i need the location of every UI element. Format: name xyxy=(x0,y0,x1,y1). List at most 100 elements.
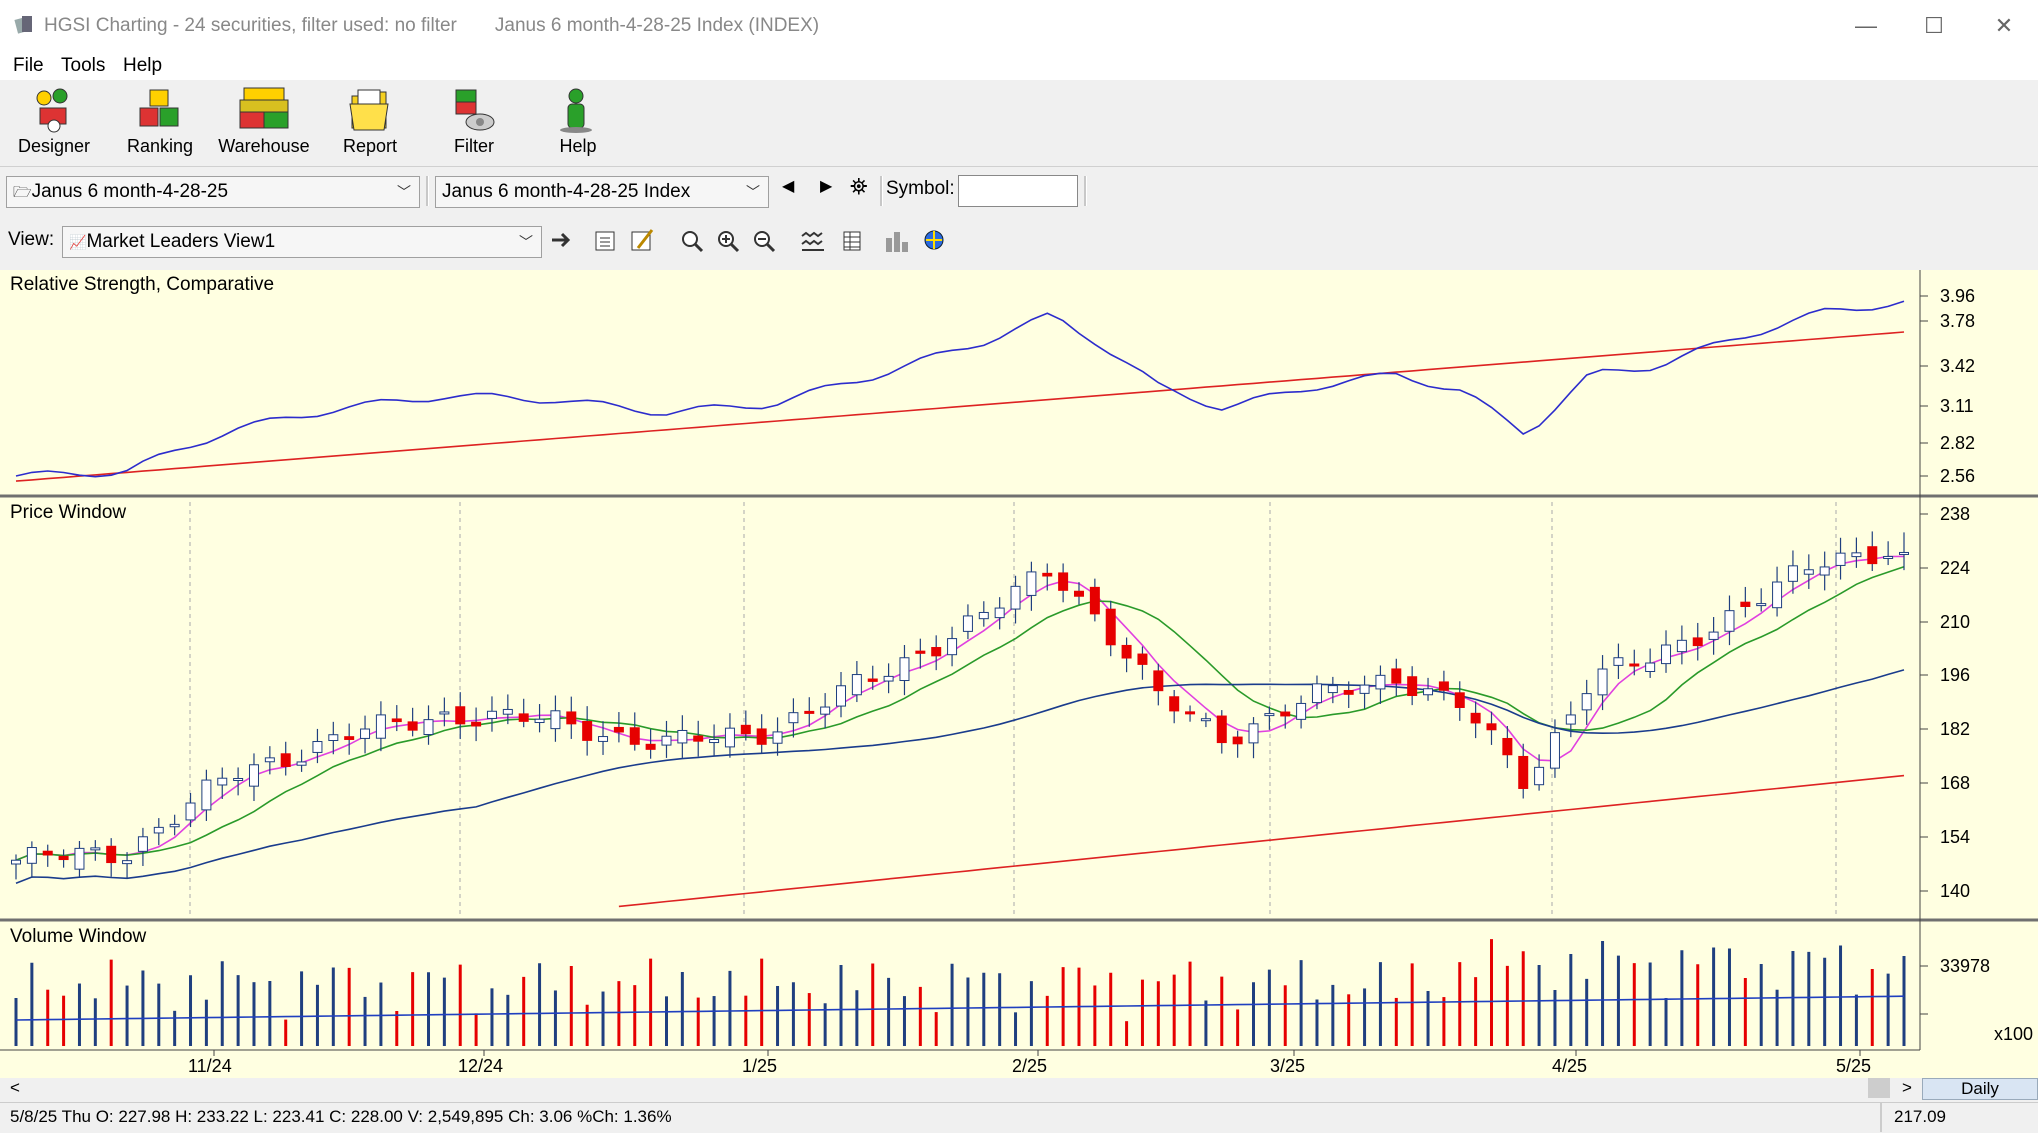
edit-icon[interactable] xyxy=(631,229,654,251)
candle-body xyxy=(598,736,609,742)
candle-body xyxy=(502,708,513,715)
volume-multiplier: x100 xyxy=(1994,1024,2034,1044)
x-tick: 1/25 xyxy=(742,1056,778,1076)
rs-pane-label: Relative Strength, Comparative xyxy=(10,274,275,295)
candle-body xyxy=(1311,683,1322,704)
candle-body xyxy=(1185,711,1196,715)
rs-tick: 3.78 xyxy=(1940,311,1976,331)
scroll-left-icon[interactable]: < xyxy=(10,1078,20,1097)
bar-chart-icon[interactable] xyxy=(886,232,908,252)
candle-body xyxy=(613,726,624,733)
ma-fast-line xyxy=(15,555,1905,861)
scroll-right-icon[interactable]: > xyxy=(1902,1078,1912,1097)
list-combo[interactable]: 🗁Janus 6 month-4-28-25 ﹀ xyxy=(6,176,420,208)
candle-body xyxy=(1153,670,1164,692)
candle-body xyxy=(1867,546,1878,565)
menu-help[interactable]: Help xyxy=(123,55,163,76)
zoom-in-icon[interactable] xyxy=(718,231,740,253)
candle-body xyxy=(1724,610,1735,632)
network-icon[interactable] xyxy=(924,230,944,250)
report-button[interactable]: Report xyxy=(320,84,420,164)
maximize-button[interactable]: ☐ xyxy=(1924,13,1944,38)
candle-body xyxy=(994,607,1005,619)
status-cursor-value: 217.09 xyxy=(1894,1107,1946,1126)
binoculars-icon[interactable]: ⛯ xyxy=(850,174,868,199)
candle-body xyxy=(1105,608,1116,646)
ranking-icon xyxy=(139,89,179,127)
candle-body xyxy=(915,650,926,654)
next-security-icon[interactable]: ▶ xyxy=(820,178,833,195)
candle-body xyxy=(931,647,942,657)
candle-body xyxy=(486,710,497,719)
candle-body xyxy=(1010,585,1021,610)
candle-body xyxy=(26,847,37,864)
candle-body xyxy=(867,678,878,682)
candle-body xyxy=(360,728,371,739)
candle-body xyxy=(1835,552,1846,566)
table-icon[interactable] xyxy=(843,231,861,251)
filter-label: Filter xyxy=(454,136,494,156)
candle-body xyxy=(1058,572,1069,591)
chart-canvas[interactable] xyxy=(0,270,2038,1078)
warehouse-icon xyxy=(239,87,289,129)
help-button[interactable]: Help xyxy=(528,84,628,164)
candle-body xyxy=(1772,581,1783,609)
candle-body xyxy=(407,721,418,731)
view-combo-value: Market Leaders View1 xyxy=(86,231,276,252)
view-combo[interactable]: 📈Market Leaders View1 ﹀ xyxy=(62,226,542,258)
candle-body xyxy=(566,711,577,725)
candle-body xyxy=(1486,723,1497,731)
close-button[interactable]: ✕ xyxy=(1994,13,2014,38)
view-toolbar xyxy=(550,229,944,253)
minimize-button[interactable]: — xyxy=(1855,13,1877,38)
filter-button[interactable]: Filter xyxy=(424,84,524,164)
candle-body xyxy=(772,731,783,744)
designer-button[interactable]: Designer xyxy=(4,84,104,164)
ranking-button[interactable]: Ranking xyxy=(110,84,210,164)
indicator-icon[interactable] xyxy=(801,231,824,251)
candle-body xyxy=(455,706,466,725)
candle-body xyxy=(1470,712,1481,724)
chevron-down-icon: ﹀ xyxy=(746,184,760,200)
zoom-out-icon[interactable] xyxy=(754,231,776,253)
candle-body xyxy=(947,638,958,656)
candle-body xyxy=(11,859,21,865)
price-tick: 168 xyxy=(1940,773,1971,793)
rs-ma-line xyxy=(15,331,1905,482)
price-tick: 140 xyxy=(1940,881,1971,901)
candle-body xyxy=(518,713,529,722)
candle-body xyxy=(1089,586,1100,615)
warehouse-button[interactable]: Warehouse xyxy=(214,84,314,164)
candle-body xyxy=(1343,689,1354,695)
candle-body xyxy=(1803,569,1814,575)
status-separator xyxy=(1880,1102,1882,1132)
price-tick: 210 xyxy=(1940,612,1971,632)
x-tick: 12/24 xyxy=(458,1056,504,1076)
prev-security-icon[interactable]: ◀ xyxy=(782,178,795,195)
menu-tools[interactable]: Tools xyxy=(61,55,106,76)
symbol-label: Symbol: xyxy=(886,178,955,199)
candle-body xyxy=(1121,644,1132,659)
candle-body xyxy=(1454,692,1465,708)
price-tick: 196 xyxy=(1940,665,1971,685)
chart-area[interactable] xyxy=(0,270,2038,1078)
candle-body xyxy=(90,847,101,851)
horizontal-scrollbar[interactable] xyxy=(0,1078,2038,1100)
candle-body xyxy=(1423,688,1434,696)
candle-body xyxy=(122,860,133,865)
period-button[interactable]: Daily xyxy=(1922,1078,2038,1100)
x-tick: 5/25 xyxy=(1836,1056,1872,1076)
ma-slow-line xyxy=(15,669,1905,885)
candle-body xyxy=(899,657,910,682)
candle-body xyxy=(1200,718,1211,722)
search-icon[interactable] xyxy=(682,231,704,253)
scroll-thumb[interactable] xyxy=(1868,1078,1890,1098)
menu-file[interactable]: File xyxy=(13,55,44,76)
ma-mid-line xyxy=(15,565,1905,861)
candle-body xyxy=(1137,653,1148,665)
pointer-icon[interactable] xyxy=(550,232,574,250)
security-combo[interactable]: Janus 6 month-4-28-25 Index ﹀ xyxy=(435,176,769,208)
symbol-input[interactable] xyxy=(958,175,1078,207)
candle-body xyxy=(217,777,228,786)
properties-icon[interactable] xyxy=(595,231,615,251)
